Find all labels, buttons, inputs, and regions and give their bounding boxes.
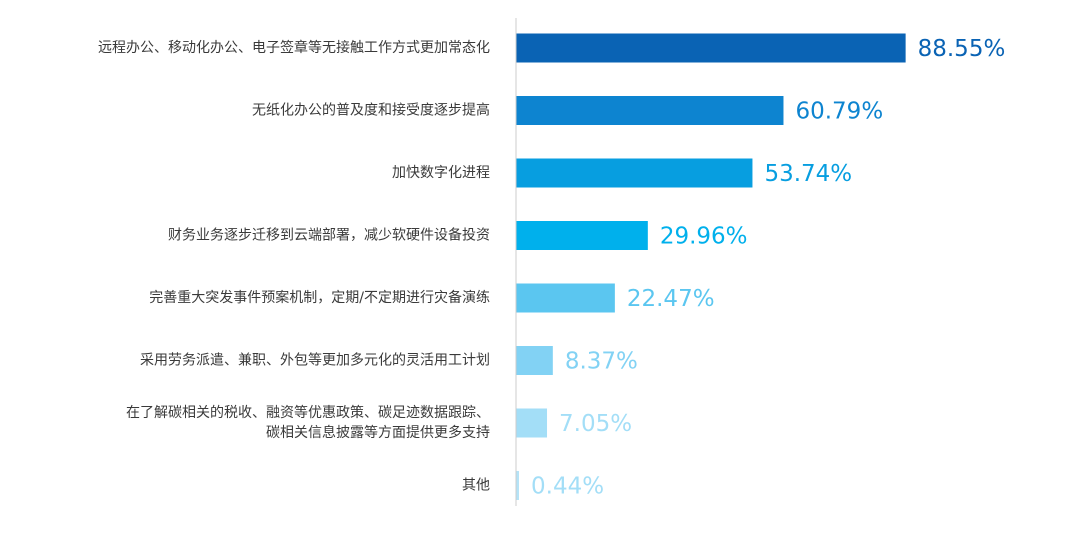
bar (516, 408, 548, 438)
value-label: 29.96% (660, 224, 748, 250)
category-label: 完善重大突发事件预案机制，定期/不定期进行灾备演练 (149, 289, 490, 306)
bar (516, 471, 519, 500)
category-label: 加快数字化进程 (392, 165, 490, 181)
value-label: 60.79% (795, 99, 883, 125)
category-label: 碳相关信息披露等方面提供更多支持 (266, 424, 490, 441)
category-label: 无纸化办公的普及度和接受度逐步提高 (252, 102, 490, 119)
category-label: 采用劳务派遣、兼职、外包等更加多元化的灵活用工计划 (140, 352, 490, 369)
bar (516, 221, 648, 250)
bar (516, 283, 615, 313)
value-label: 53.74% (764, 161, 852, 187)
value-label: 88.55% (918, 36, 1006, 62)
bar (516, 346, 553, 375)
category-label: 其他 (462, 478, 490, 494)
category-label: 远程办公、移动化办公、电子签章等无接触工作方式更加常态化 (98, 39, 490, 56)
value-labels-layer: 88.55% 60.79% 53.74% 29.96% 22.47% 8.37% 7.05%… (531, 36, 1005, 500)
category-label: 财务业务逐步迁移到云端部署，减少软硬件设备投资 (168, 227, 490, 244)
value-label: 7.05% (559, 411, 632, 437)
value-label: 22.47% (627, 286, 715, 312)
category-labels-layer: 远程办公、移动化办公、电子签章等无接触工作方式更加常态化无纸化办公的普及度和接受… (98, 39, 490, 494)
category-label: 在了解碳相关的税收、融资等优惠政策、碳足迹数据跟踪、 (126, 404, 490, 421)
bar (516, 158, 753, 188)
bars-layer (516, 33, 906, 500)
bar (516, 33, 906, 63)
bar (516, 96, 784, 125)
value-label: 0.44% (531, 474, 604, 500)
value-label: 8.37% (565, 349, 638, 375)
